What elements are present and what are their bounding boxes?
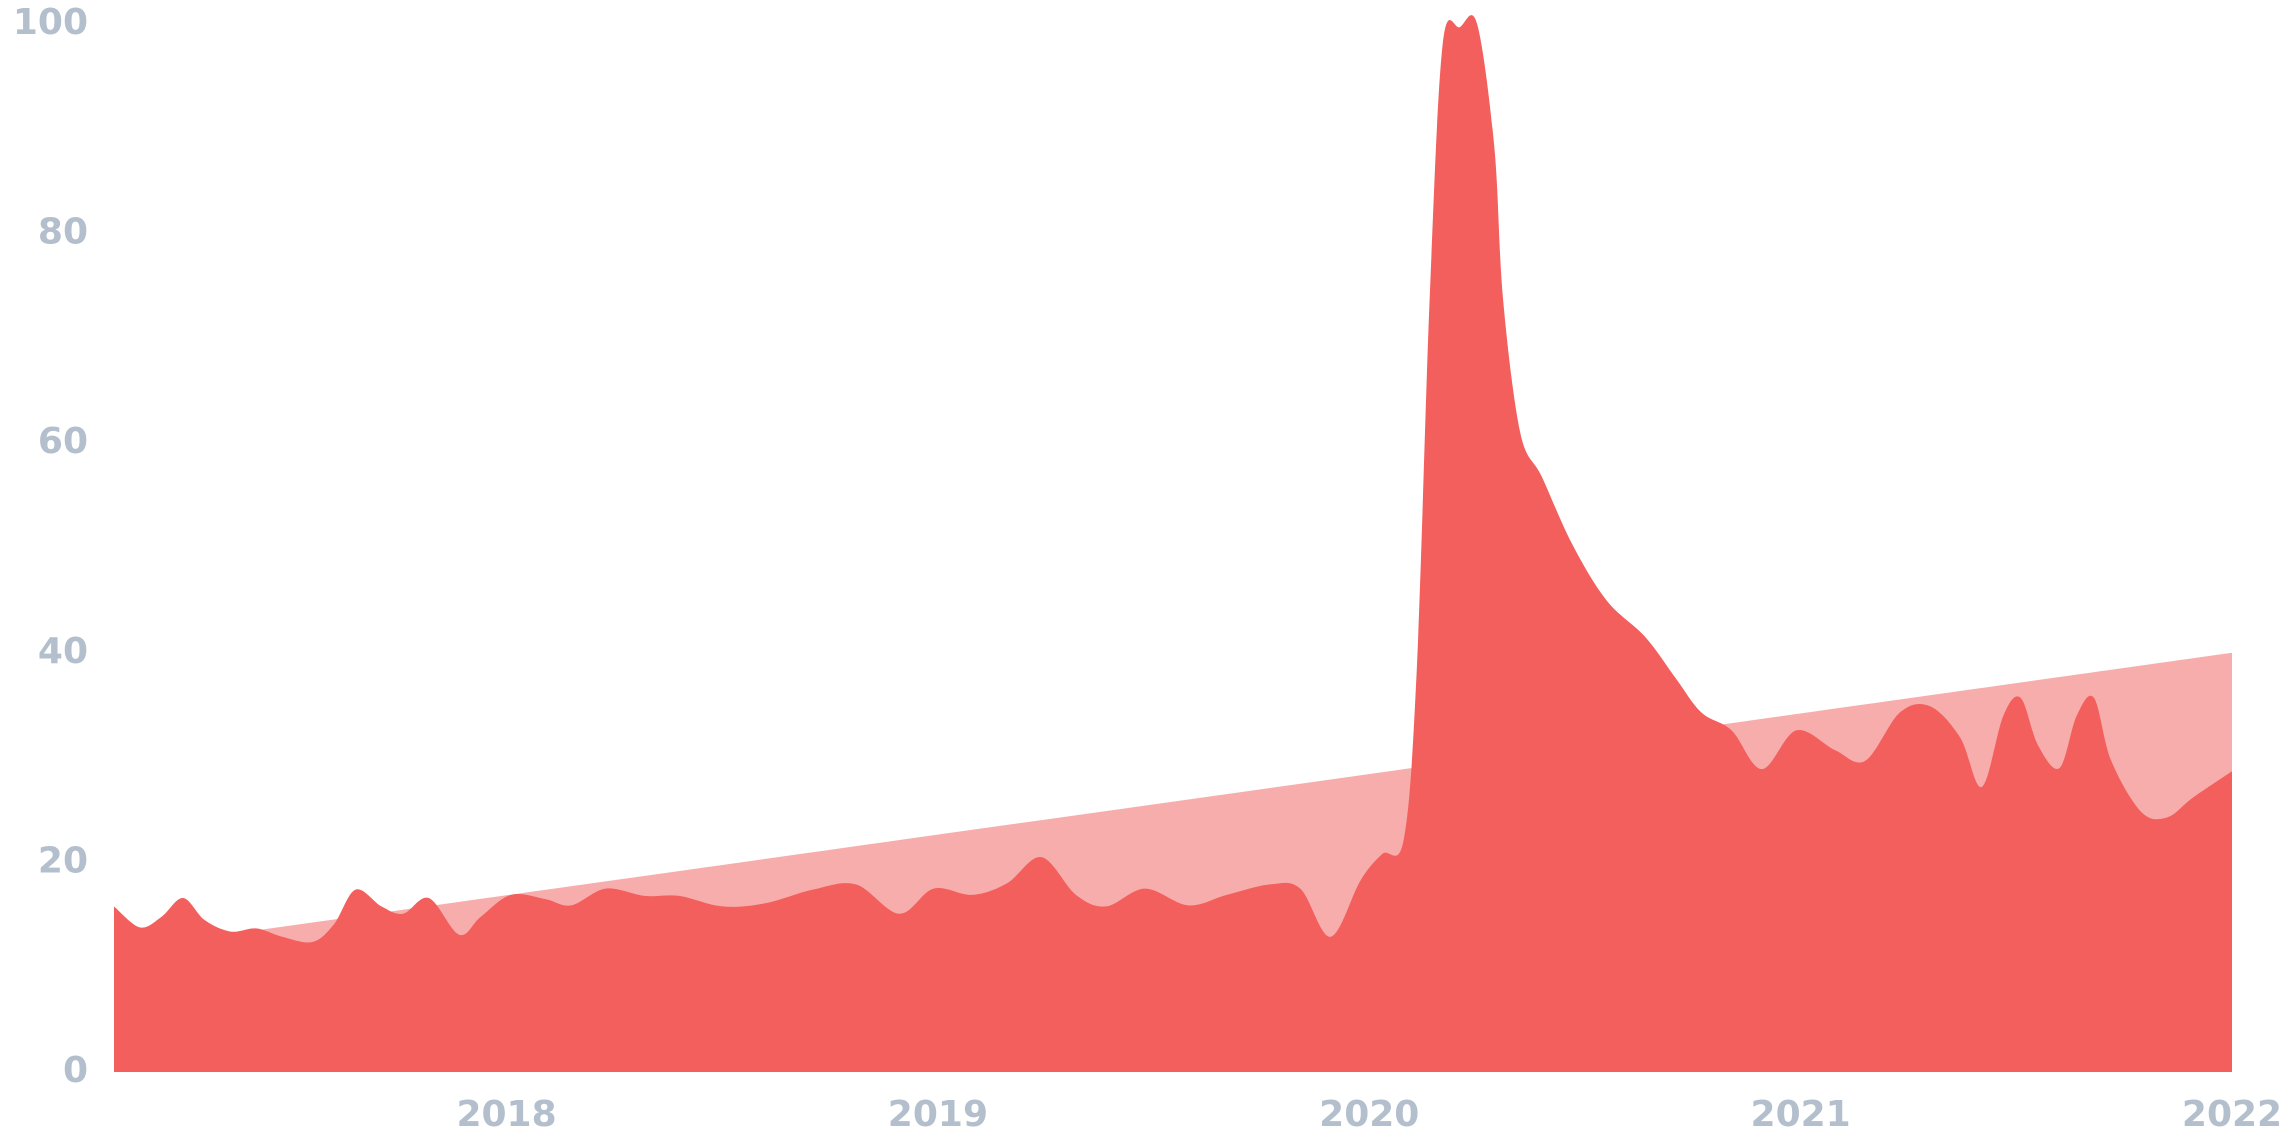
area — [114, 15, 2232, 1072]
y-tick-label: 40 — [38, 631, 88, 672]
y-tick-label: 80 — [38, 212, 88, 253]
x-tick-label: 2022 — [2182, 1094, 2282, 1135]
y-tick-label: 60 — [38, 421, 88, 462]
y-tick-label: 100 — [13, 2, 88, 43]
x-tick-label: 2018 — [456, 1094, 556, 1135]
x-tick-label: 2021 — [1751, 1094, 1851, 1135]
y-tick-label: 0 — [63, 1050, 88, 1091]
x-tick-label: 2020 — [1319, 1094, 1419, 1135]
y-tick-label: 20 — [38, 840, 88, 881]
x-tick-label: 2019 — [888, 1094, 988, 1135]
